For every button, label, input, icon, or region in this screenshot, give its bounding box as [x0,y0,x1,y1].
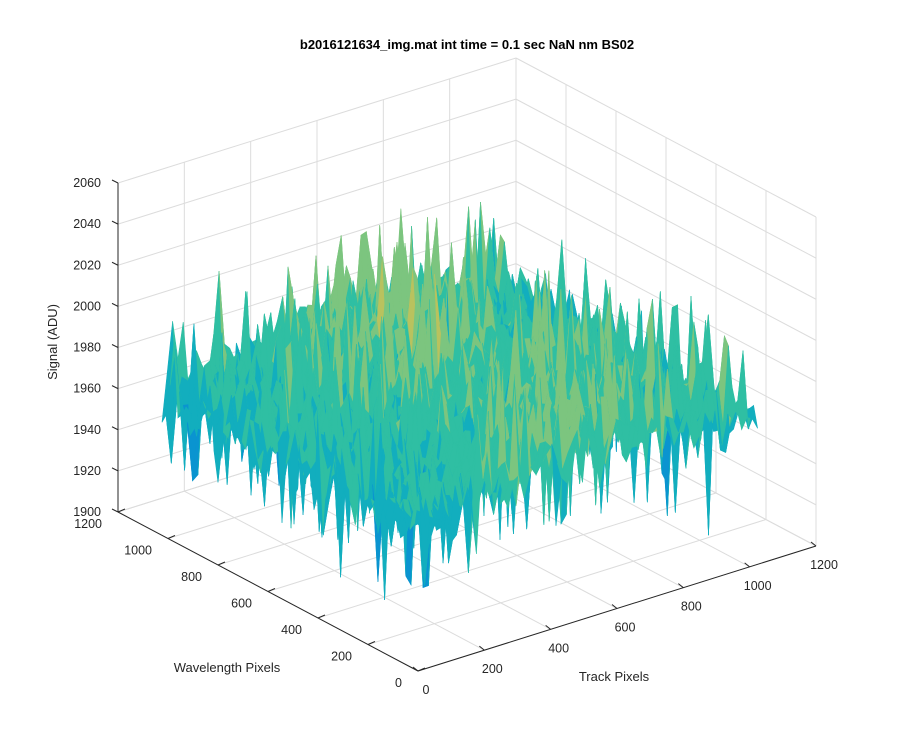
x-axis-label: Track Pixels [579,669,650,684]
y-axis-label: Wavelength Pixels [174,660,281,675]
y-tick-mark [267,588,276,592]
z-tick-label: 2000 [73,299,101,313]
z-tick-mark [111,179,119,184]
z-tick-label: 1940 [73,423,101,437]
y-tick-label: 400 [281,623,302,637]
x-tick-label: 600 [615,621,636,635]
x-tick-label: 1200 [810,558,838,572]
x-tick-mark [678,583,684,589]
surface-patch [748,405,758,430]
z-tick-label: 1980 [73,341,101,355]
x-tick-mark [611,604,618,609]
side-wall-grid-line [515,180,817,341]
z-axis-label: Signal (ADU) [45,304,60,380]
z-tick-label: 2040 [73,217,101,231]
z-tick-mark [111,344,119,348]
side-wall-grid-line [515,139,817,300]
z-tick-mark [111,467,119,472]
y-tick-mark [367,641,376,645]
chart-title: b2016121634_img.mat int time = 0.1 sec N… [300,37,634,52]
x-tick-label: 400 [548,641,569,655]
z-tick-label: 1920 [73,464,101,478]
y-tick-label: 1200 [74,517,102,531]
x-tick-label: 200 [482,662,503,676]
side-wall-grid-line [515,57,817,218]
z-tick-mark [111,302,119,307]
z-tick-label: 1960 [73,382,101,396]
back-wall-grid-line [117,98,517,225]
back-wall-grid-line [117,139,517,266]
side-wall-grid-line [515,222,817,382]
side-wall-grid-line [515,263,817,424]
z-tick-mark [111,220,119,225]
z-tick-mark [111,508,119,513]
y-tick-label: 200 [331,650,352,664]
x-tick-mark [545,624,551,630]
z-tick-mark [111,261,119,266]
x-tick-mark [412,666,419,672]
z-tick-mark [111,426,119,431]
y-tick-mark [167,535,176,539]
y-tick-mark [417,667,426,672]
surface-plot [161,201,758,601]
x-tick-label: 1000 [744,579,772,593]
y-tick-label: 0 [395,676,402,690]
y-tick-mark [317,614,326,619]
axes [111,179,817,672]
x-tick-mark [479,645,485,651]
y-tick-label: 1000 [124,544,152,558]
y-tick-mark [217,561,226,566]
z-tick-label: 2020 [73,258,101,272]
x-tick-mark [810,541,817,547]
back-wall-grid-line [117,57,517,184]
z-tick-label: 2060 [73,176,101,190]
y-tick-label: 600 [231,597,252,611]
side-wall-grid-line [515,98,817,259]
x-tick-mark [744,562,750,568]
y-tick-label: 800 [181,570,202,584]
z-tick-label: 1900 [73,505,101,519]
back-wall-grid-line [117,180,517,307]
x-tick-label: 0 [423,683,430,697]
y-tick-mark [117,508,126,513]
tick-labels: 0 200 400 600 800 1000 1200 0 200 400 600 800 1000 12… [73,176,838,697]
floor-grid-line [367,519,767,645]
z-tick-mark [111,385,119,390]
x-tick-label: 800 [681,600,702,614]
